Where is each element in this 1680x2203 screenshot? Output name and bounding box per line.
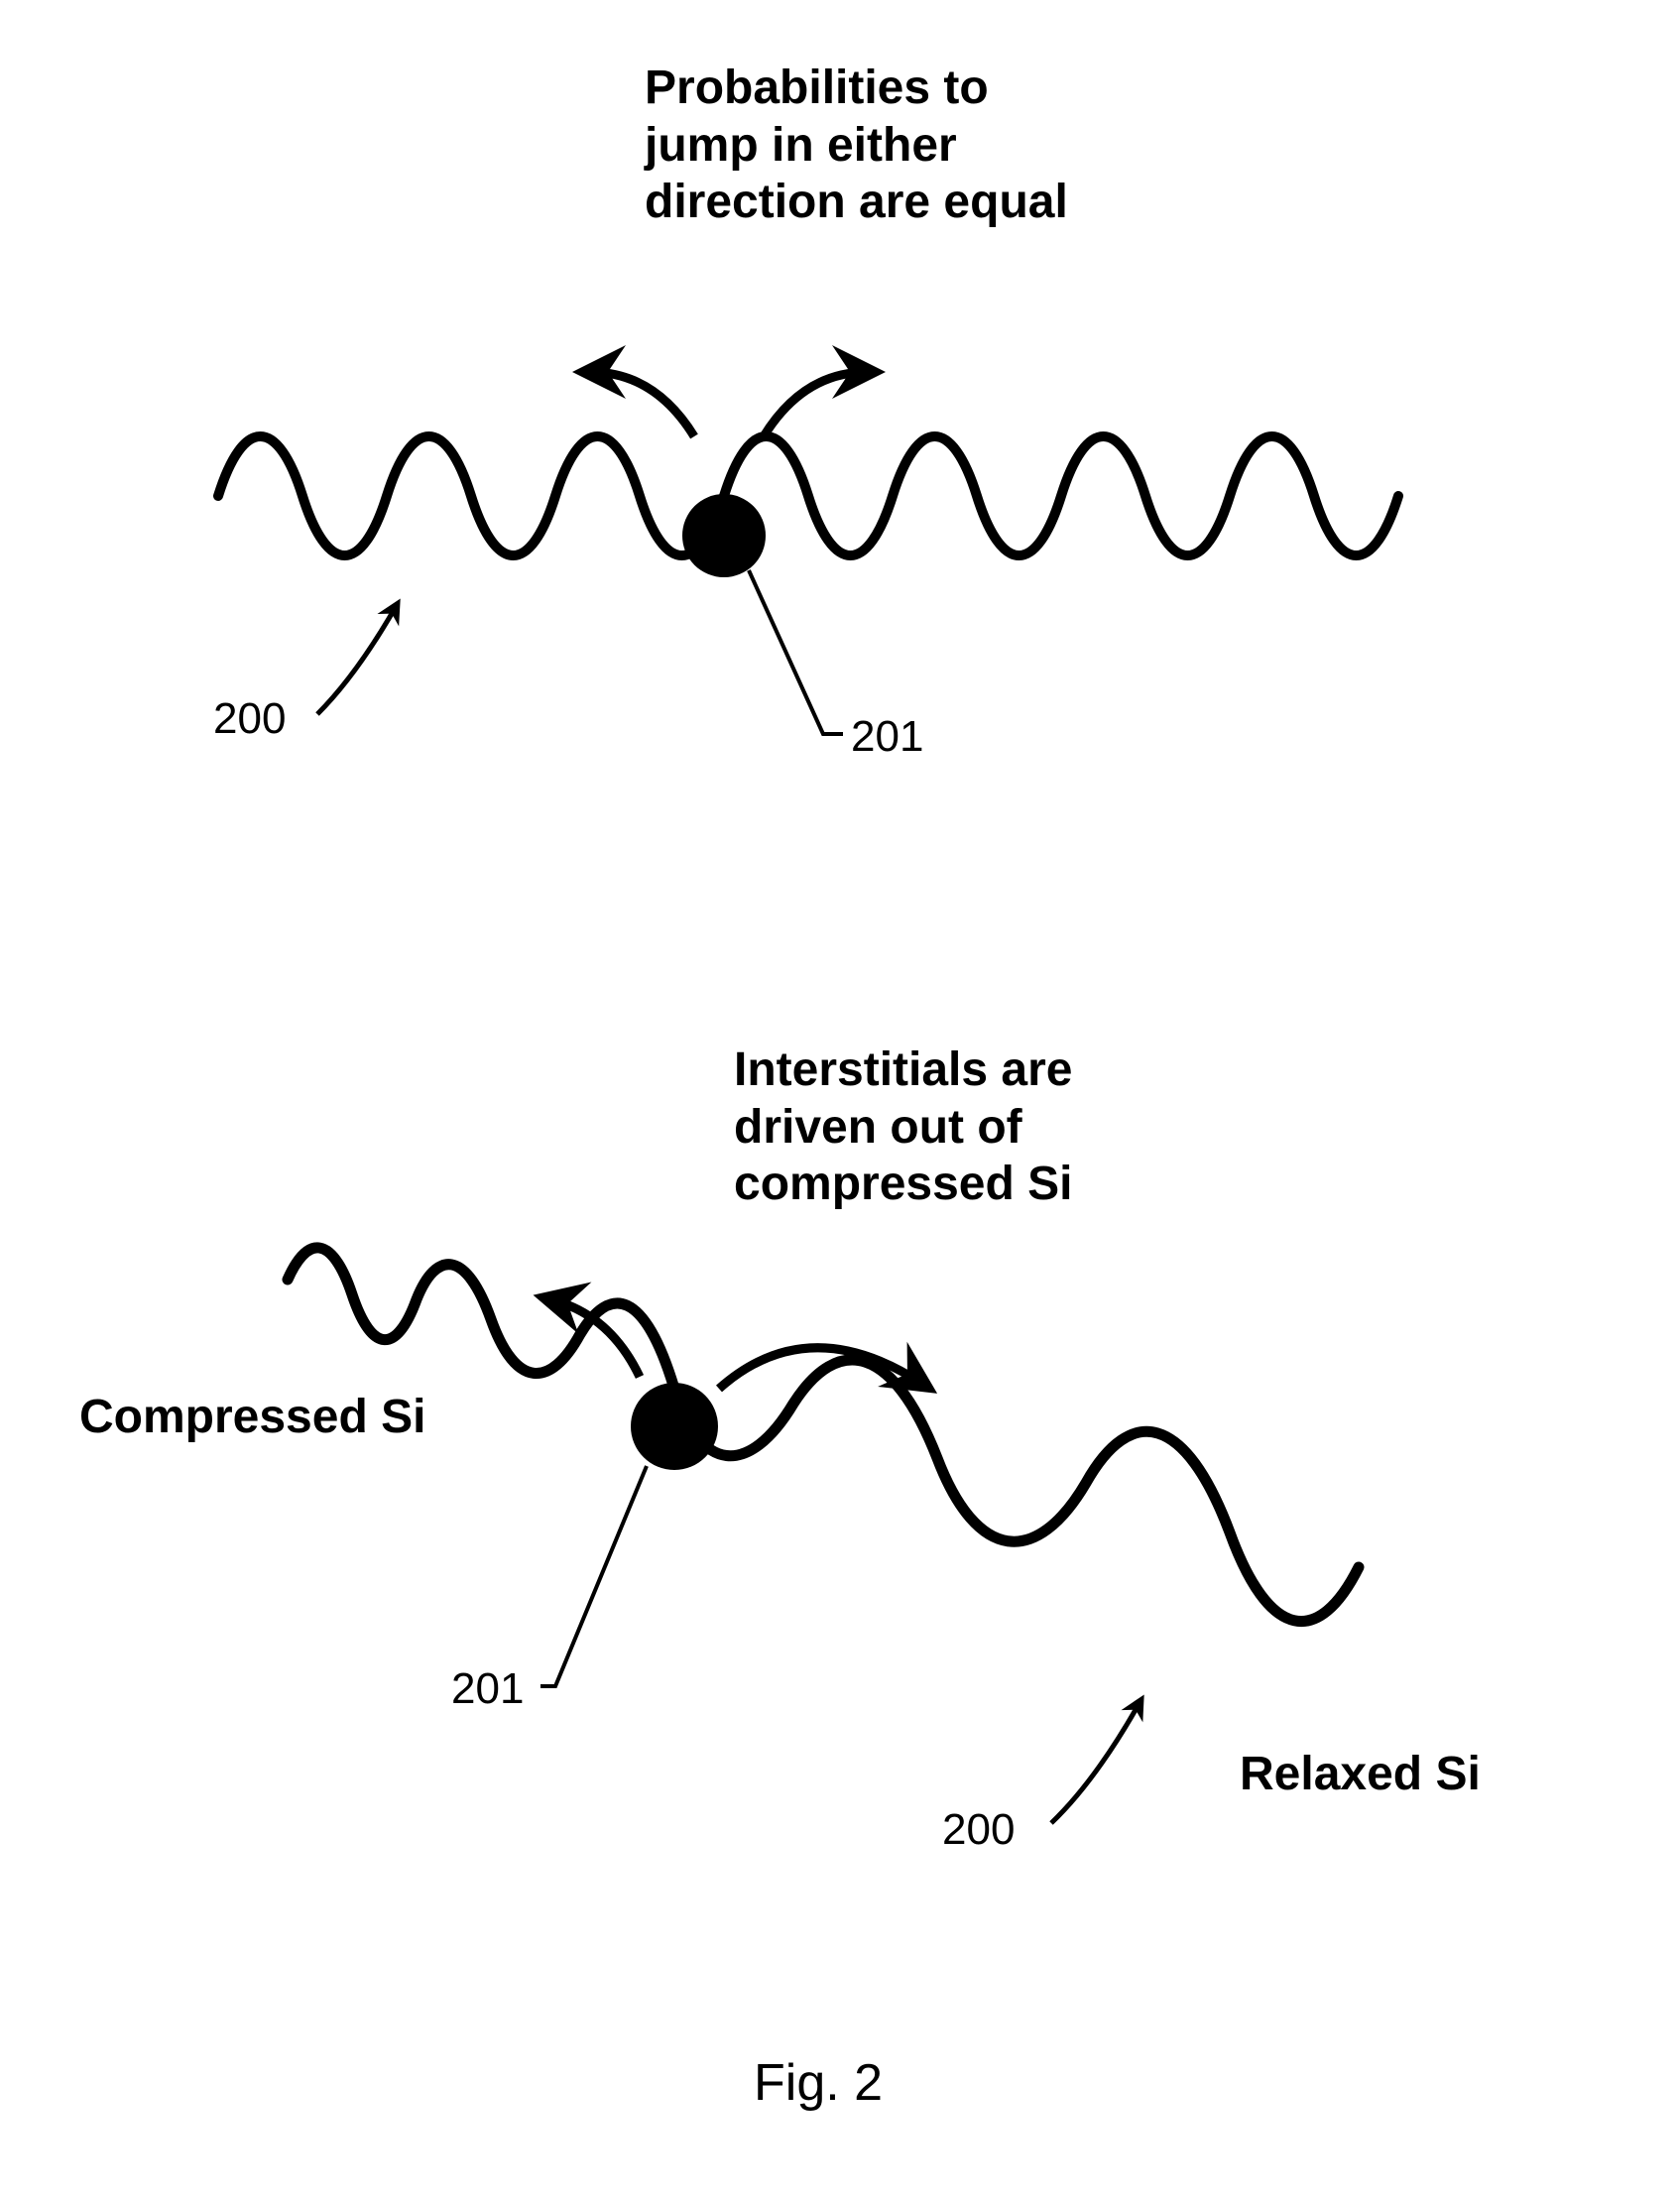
relaxed-si-label: Relaxed Si bbox=[1240, 1746, 1481, 1803]
bottom-wave bbox=[288, 1248, 1359, 1622]
top-title: Probabilities to jump in either directio… bbox=[645, 60, 1068, 231]
bottom-ball bbox=[631, 1383, 718, 1470]
top-ball bbox=[682, 494, 766, 577]
top-arrow-left bbox=[590, 372, 694, 436]
bottom-ref-201-label: 201 bbox=[451, 1664, 524, 1714]
bottom-ref-200-arrow bbox=[1051, 1701, 1140, 1823]
figure-page: Probabilities to jump in either directio… bbox=[0, 0, 1680, 2203]
bottom-ref-200-label: 200 bbox=[942, 1805, 1015, 1855]
compressed-si-label: Compressed Si bbox=[79, 1389, 425, 1446]
top-arrow-right bbox=[764, 372, 868, 436]
top-wave bbox=[218, 436, 1398, 555]
figure-caption: Fig. 2 bbox=[754, 2053, 883, 2113]
bottom-ref-201-line bbox=[540, 1466, 647, 1686]
bottom-title: Interstitials are driven out of compress… bbox=[734, 1041, 1072, 1213]
top-ref-201-line bbox=[749, 570, 843, 734]
top-ref-201-label: 201 bbox=[851, 712, 923, 762]
top-ref-200-label: 200 bbox=[213, 694, 286, 744]
top-diagram bbox=[218, 372, 1398, 734]
bottom-diagram bbox=[288, 1248, 1359, 1823]
top-ref-200-arrow bbox=[317, 605, 397, 714]
